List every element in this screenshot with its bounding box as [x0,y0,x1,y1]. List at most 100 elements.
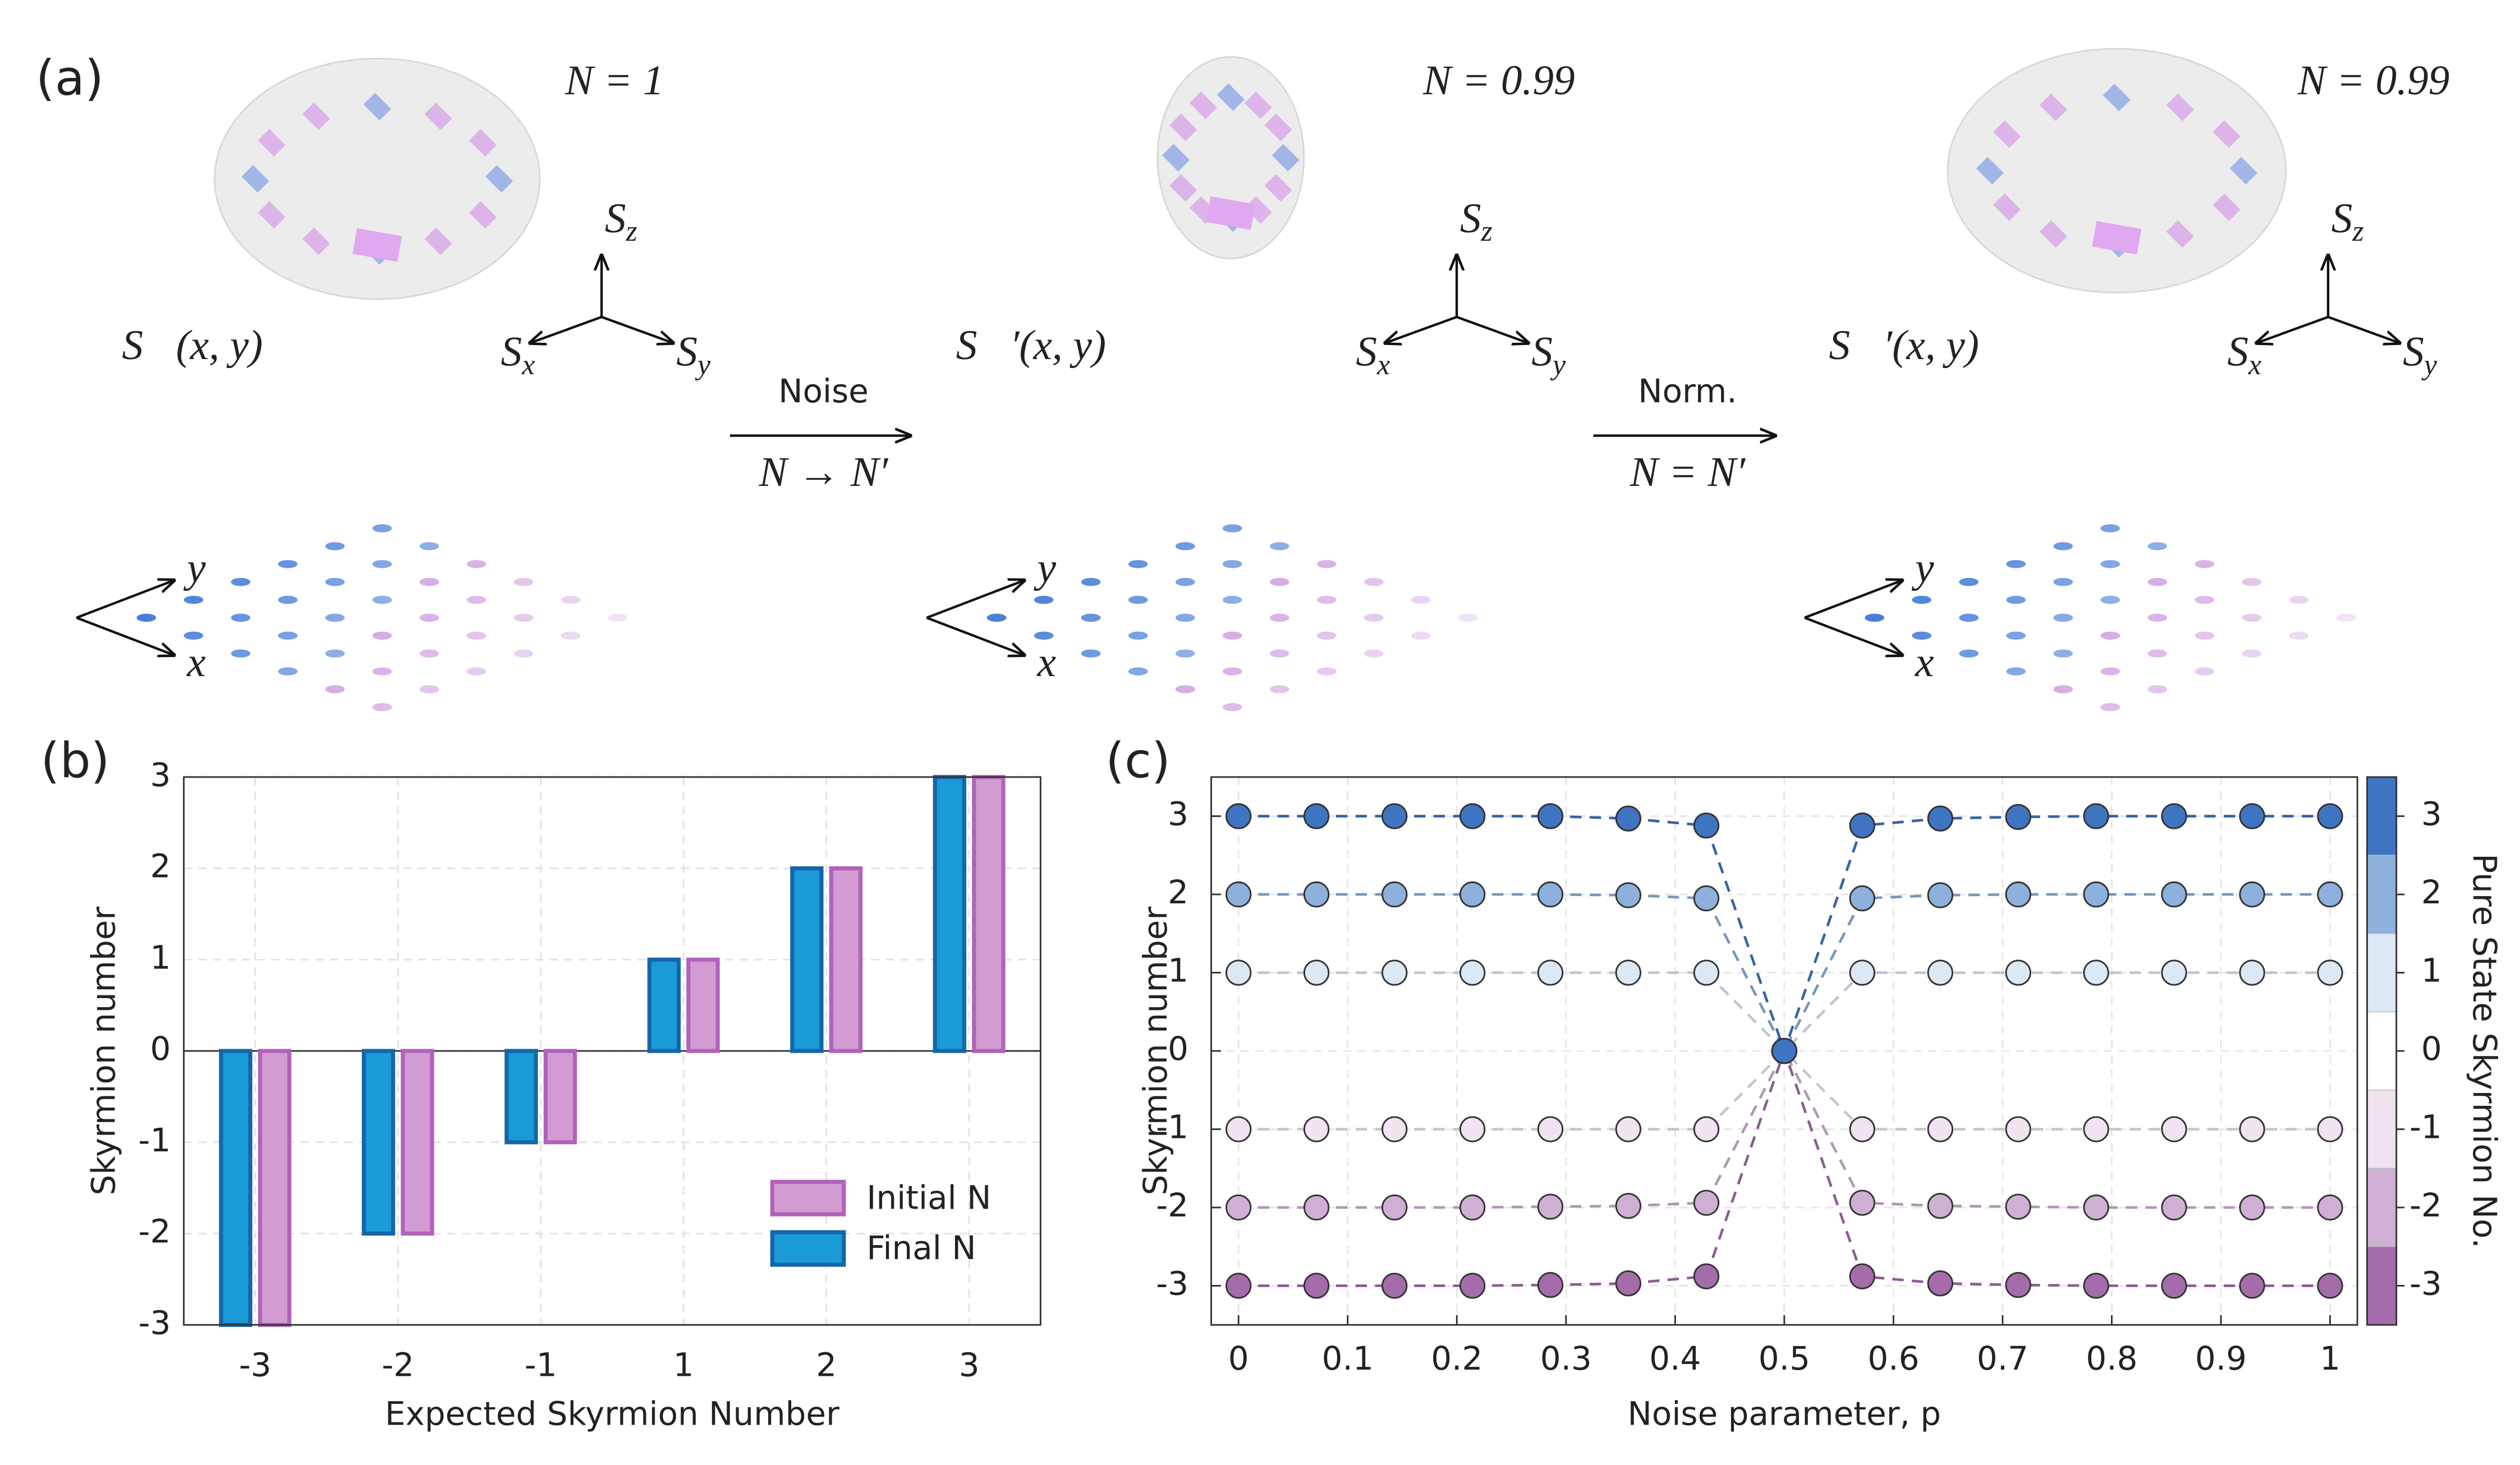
series-line [1238,1049,2330,1131]
spin-axis-symbol: S [2331,195,2353,242]
lattice-spin [561,631,581,640]
plane-axis-label: x [1037,639,1056,686]
spin-axis-subscript: z [626,215,637,247]
field-label: S⃗′(x, y) [956,322,1106,369]
spin-axis-label: Sy [2403,329,2438,381]
spin-patch [469,201,497,229]
panel-label: (b) [41,733,110,789]
x-tick-label: 0.9 [2195,1339,2247,1377]
data-point [1927,1193,1954,1219]
spin-axis [2257,315,2329,343]
data-point [1693,1190,1720,1216]
norm-label: N = 0.99 [2297,57,2450,104]
axes-frame [183,776,1041,1326]
spin-axis-subscript: y [1550,349,1566,381]
data-point [1927,959,1954,986]
lattice-spin [325,542,345,550]
lattice-spin [2100,524,2120,532]
lattice-spin [325,685,345,694]
spin-patch [424,227,452,255]
data-point [1303,1116,1330,1142]
bar [829,866,863,1053]
data-point [1615,1116,1642,1142]
spin-patch [2039,93,2067,121]
lattice-spin [986,613,1007,622]
x-tick-label: 1 [673,1346,694,1384]
lattice-spin [231,577,251,586]
data-point [1849,1263,1875,1289]
data-point [2317,1116,2343,1142]
panel-label: (c) [1105,733,1171,789]
x-tick-label: 0.1 [1322,1339,1374,1377]
spin-patch [363,93,391,121]
y-tick-label: 2 [1168,873,1188,911]
plane-axis [1804,580,1902,619]
lattice-spin [1222,631,1242,640]
colorbar-swatch [2366,933,2397,1013]
lattice-spin [2195,595,2215,604]
spin-patch [241,165,269,193]
lattice-spin [1222,595,1242,604]
data-point [1615,959,1642,986]
legend-swatch [770,1179,846,1216]
series-line [1238,893,2330,1054]
y-tick-label: -2 [1156,1186,1188,1224]
lattice-spin [2147,685,2168,694]
data-point [1381,1273,1408,1299]
data-point [2317,959,2343,986]
lattice-spin [2147,649,2168,658]
data-point [1225,959,1252,986]
lattice-spin [1034,595,1054,604]
plane-axis-label: y [183,545,206,591]
lattice-spin [1175,577,1195,586]
x-tick-label: -1 [525,1346,557,1384]
x-tick-label: 0.5 [1759,1339,1810,1377]
data-point [1615,1270,1642,1297]
data-point [1303,881,1330,908]
spin-patch [424,102,452,130]
spin-patch [2166,93,2194,121]
data-point [2083,1273,2109,1299]
lattice-spin [136,613,157,622]
spin-patch [1162,144,1190,172]
lattice-spin [372,595,392,604]
spin-axis-symbol: S [1531,329,1553,375]
lattice-spin [2006,560,2026,568]
field-label: S⃗′(x, y) [1829,322,1979,369]
colorbar-frame [2366,776,2398,1326]
spin-patch [352,228,402,262]
axes-frame [1210,776,2358,1326]
bar [972,775,1006,1053]
lattice-spin [2289,631,2309,640]
plane-axis-label: x [186,639,205,686]
lattice-spin [419,649,439,658]
lattice-spin [466,631,486,640]
data-point [2317,881,2343,908]
lattice-spin [2242,613,2262,622]
lattice-spin [466,560,486,568]
spin-patch [258,201,286,229]
data-point [1459,959,1486,986]
lattice-spin [2289,595,2309,604]
bar [401,1049,434,1236]
data-point [1303,1273,1330,1299]
field-label: S⃗(x, y) [122,322,263,369]
lattice-spin [183,631,204,640]
x-tick-label: 2 [816,1346,837,1384]
data-point [2005,803,2031,830]
lattice-spin [231,613,251,622]
data-point [2083,1116,2109,1142]
data-point [1849,885,1875,912]
lattice-spin [2147,577,2168,586]
colorbar-label: Pure State Skyrmion No. [2466,853,2504,1248]
data-point [2005,1271,2031,1298]
spin-axis [1456,315,1528,343]
data-point [1303,1194,1330,1221]
y-tick-label: 0 [150,1030,171,1068]
data-point [2083,1194,2109,1221]
lattice-spin [183,595,204,604]
data-point [1459,881,1486,908]
spin-patch [2166,220,2194,248]
colorbar-tick-label: 3 [2421,795,2442,833]
data-point [1225,803,1252,829]
